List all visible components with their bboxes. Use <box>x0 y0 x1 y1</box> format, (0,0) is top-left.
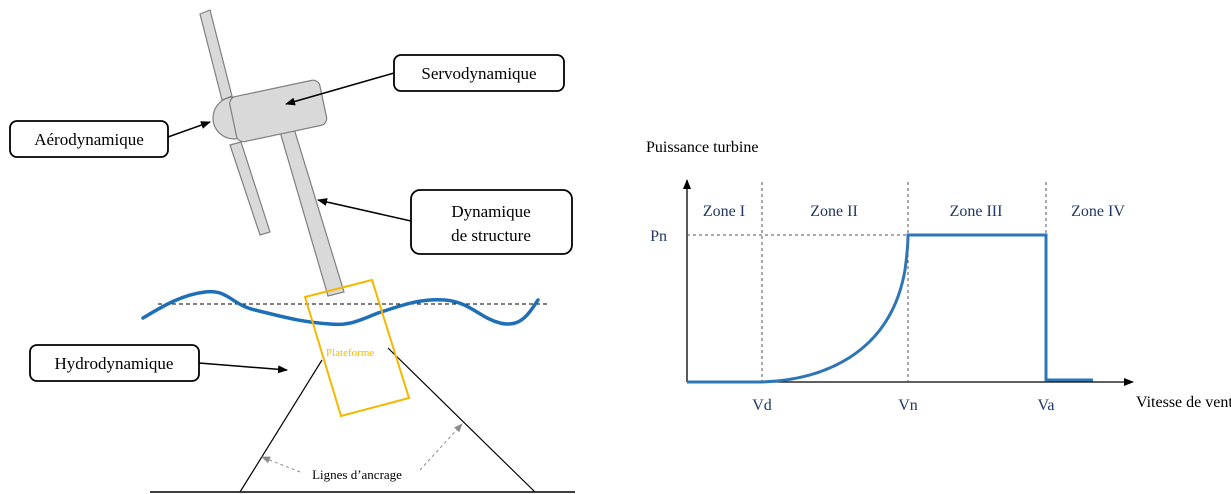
x-axis-label: Vitesse de vent <box>1136 394 1231 411</box>
dynamique-structure-label-line2: de structure <box>451 226 531 245</box>
mooring-lines-label: Lignes d’ancrage <box>312 467 402 482</box>
hydrodynamique-label: Hydrodynamique <box>55 354 174 373</box>
sea-wave <box>141 289 540 327</box>
aerodynamique-arrow <box>167 121 211 138</box>
zone-label-3: Zone III <box>950 203 1003 220</box>
zone-label-4: Zone IV <box>1071 203 1125 220</box>
dynamique-structure-box <box>410 189 573 255</box>
mooring-line-left <box>239 359 323 493</box>
y-axis-label: Puissance turbine <box>646 139 758 156</box>
aerodynamique-box <box>9 120 169 158</box>
mooring-label-arrow-left <box>261 456 301 473</box>
hydrodynamique-arrow <box>198 362 288 374</box>
zone-label-2: Zone II <box>810 203 858 220</box>
aerodynamique-label: Aérodynamique <box>34 130 144 149</box>
mooring-label-arrow-right <box>419 423 463 471</box>
servodynamique-label: Servodynamique <box>421 64 536 83</box>
turbine-tower <box>277 121 345 297</box>
platform-label: Plateforme <box>326 347 374 359</box>
turbine-blade-lower <box>229 141 271 236</box>
turbine-diagram: Plateforme Servodynamique Aérodynamique … <box>9 9 575 493</box>
turbine-nacelle <box>229 79 328 143</box>
x-tick-va: Va <box>1038 397 1055 414</box>
power-curve-line <box>687 233 1093 384</box>
turbine-blade-upper <box>199 9 233 101</box>
dynamique-structure-arrow <box>317 198 412 222</box>
servodynamique-arrow <box>285 72 395 106</box>
x-tick-vn: Vn <box>898 397 918 414</box>
zone-label-1: Zone I <box>703 203 745 220</box>
y-tick-pn: Pn <box>650 228 667 245</box>
floating-platform <box>303 278 411 418</box>
x-tick-vd: Vd <box>752 397 772 414</box>
mooring-line-right <box>387 347 536 493</box>
dynamique-structure-label-line1: Dynamique <box>451 202 530 221</box>
power-curve-chart: Puissance turbine Vitesse de vent Zone I… <box>646 139 1231 414</box>
